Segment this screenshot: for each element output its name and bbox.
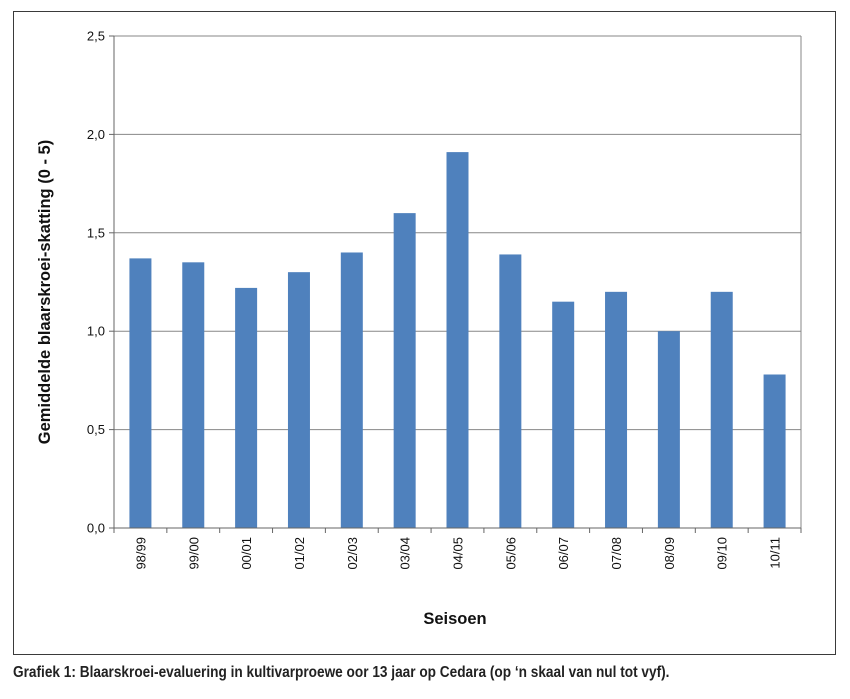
x-tick-label: 09/10 <box>715 537 730 570</box>
bar <box>287 272 310 528</box>
x-tick-label: 98/99 <box>133 537 148 570</box>
y-tick-label: 1,5 <box>87 225 105 240</box>
bar <box>182 262 205 528</box>
bar <box>129 258 152 528</box>
y-tick-label: 1,0 <box>87 324 105 339</box>
x-tick-label: 02/03 <box>345 537 360 570</box>
figure-caption: Grafiek 1: Blaarskroei-evaluering in kul… <box>13 664 670 681</box>
y-tick-label: 2,5 <box>87 29 105 44</box>
x-tick-label: 05/06 <box>503 537 518 570</box>
bar <box>499 254 522 528</box>
x-tick-label: 06/07 <box>556 537 571 570</box>
y-tick-labels: 0,0 0,5 1,0 1,5 2,0 2,5 <box>87 29 114 536</box>
x-tick-label: 01/02 <box>292 537 307 570</box>
bar <box>552 301 575 528</box>
x-tick-label: 03/04 <box>398 537 413 570</box>
gridlines <box>114 35 802 528</box>
bar <box>710 291 733 528</box>
bars <box>129 152 786 529</box>
bar <box>763 374 786 528</box>
bar <box>340 252 363 529</box>
y-axis-title: Gemiddelde blaarskroei-skatting (0 - 5) <box>36 140 54 444</box>
x-tick-label: 10/11 <box>768 537 783 569</box>
x-axis-title: Seisoen <box>423 610 486 628</box>
y-tick-label: 0,5 <box>87 422 105 437</box>
x-tick-label: 04/05 <box>451 537 466 570</box>
x-tick-label: 07/08 <box>609 537 624 570</box>
bar <box>446 152 469 528</box>
x-tick-label: 99/00 <box>186 537 201 570</box>
y-tick-label: 2,0 <box>87 127 105 142</box>
bar <box>235 287 258 528</box>
bar-chart: 0,0 0,5 1,0 1,5 2,0 2,5 98/99 99/00 00/01 01/02 0… <box>36 29 802 628</box>
x-tick-label: 08/09 <box>662 537 677 570</box>
bar <box>657 331 680 528</box>
bar <box>605 291 628 528</box>
x-tick-labels: 98/99 99/00 00/01 01/02 02/03 03/04 04/05 05/06… <box>113 528 802 570</box>
bar <box>393 213 416 528</box>
axes <box>113 36 801 529</box>
y-tick-label: 0,0 <box>87 521 105 536</box>
x-tick-label: 00/01 <box>239 537 254 570</box>
